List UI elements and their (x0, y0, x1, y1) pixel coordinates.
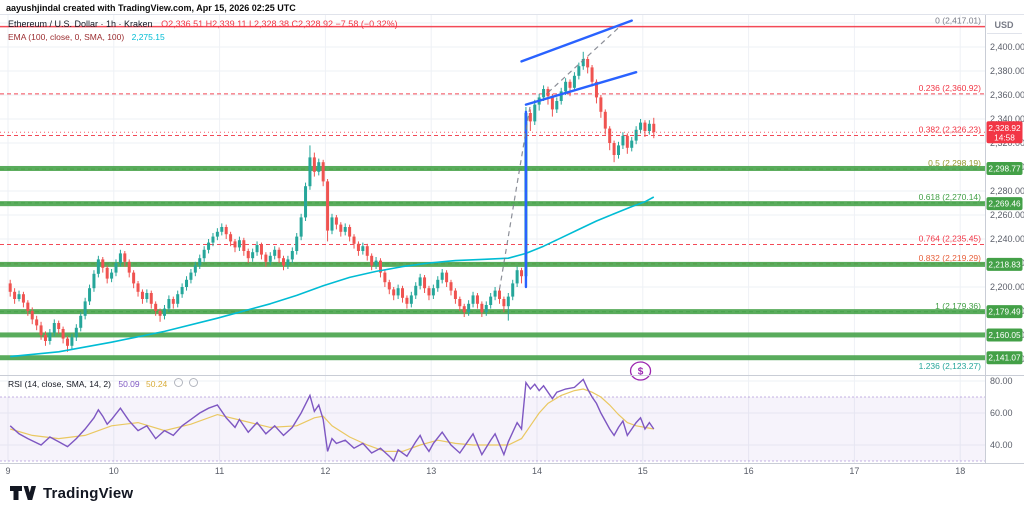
time-tick[interactable]: 11 (215, 466, 224, 476)
trend-line (520, 19, 633, 63)
svg-text:$: $ (638, 367, 644, 378)
rsi-line (9, 378, 655, 463)
fib-label: 0.764 (2,235.45) (919, 233, 982, 243)
price-tag-level (986, 197, 1023, 211)
time-tick[interactable]: 17 (849, 466, 859, 476)
ema-value: 2,275.15 (131, 32, 165, 42)
price-tick: 2,240.00 (990, 234, 1024, 244)
rsi-pane (0, 378, 985, 463)
price-tick: 2,400.00 (990, 42, 1024, 52)
rsi-ma-value: 50.24 (146, 379, 168, 389)
time-tick[interactable]: 15 (638, 466, 648, 476)
support-band (0, 201, 985, 207)
support-band (0, 309, 985, 315)
svg-text:2,179.49: 2,179.49 (988, 307, 1021, 317)
fib-label: 0.236 (2,360.92) (919, 83, 982, 93)
time-tick[interactable]: 18 (955, 466, 965, 476)
price-tag-level (986, 257, 1023, 271)
ema-legend[interactable]: EMA (100, close, 0, SMA, 100) 2,275.15 (8, 32, 165, 42)
gridlines (0, 15, 985, 463)
rsi-label[interactable]: RSI (14, close, SMA, 14, 2) (8, 379, 111, 389)
price-tag-current (986, 121, 1023, 144)
ema-line (10, 196, 655, 358)
dashed-projection-line (547, 27, 619, 94)
svg-text:2,298.77: 2,298.77 (988, 163, 1021, 173)
support-band (0, 165, 985, 171)
price-tag-level (986, 351, 1023, 365)
rsi-value: 50.09 (118, 379, 140, 389)
axis-currency[interactable]: USD (994, 20, 1014, 30)
rsi-tick: 60.00 (990, 408, 1013, 418)
rsi-settings-icon[interactable] (189, 378, 199, 387)
trend-line (524, 70, 638, 106)
rsi-tick: 40.00 (990, 440, 1013, 450)
svg-text:2,218.83: 2,218.83 (988, 259, 1021, 269)
symbol-title[interactable]: Ethereum / U.S. Dollar · 1h · Kraken (8, 19, 153, 29)
price-tick: 2,260.00 (990, 210, 1024, 220)
rsi-legend[interactable]: RSI (14, close, SMA, 14, 2) 50.09 50.24 (8, 378, 199, 389)
price-tick: 2,360.00 (990, 90, 1024, 100)
attribution-text: aayushjindal created with TradingView.co… (6, 3, 296, 13)
svg-text:2,141.07: 2,141.07 (988, 353, 1021, 363)
fib-label: 1 (2,179.36) (935, 301, 981, 311)
tradingview-logo-icon (10, 486, 36, 500)
fib-label: 0.618 (2,270.14) (919, 192, 982, 202)
ema-label[interactable]: EMA (100, close, 0, SMA, 100) (8, 32, 125, 42)
svg-text:14:58: 14:58 (994, 132, 1015, 142)
time-tick[interactable]: 13 (426, 466, 436, 476)
rsi-ma-line (10, 388, 654, 452)
fib-label: 0.832 (2,219.29) (919, 253, 982, 263)
svg-text:2,160.05: 2,160.05 (988, 330, 1021, 340)
rsi-tick: 80.00 (990, 376, 1013, 386)
fib-label: 0 (2,417.01) (935, 16, 981, 26)
time-tick[interactable]: 16 (744, 466, 754, 476)
main-pane (0, 19, 985, 361)
fib-label: 1.236 (2,123.27) (919, 361, 982, 371)
time-tick[interactable]: 12 (320, 466, 330, 476)
support-band (0, 355, 985, 361)
price-tick: 2,380.00 (990, 66, 1024, 76)
time-tick[interactable]: 10 (109, 466, 119, 476)
fib-label: 0.5 (2,298.19) (928, 158, 981, 168)
support-band (0, 332, 985, 338)
price-tick: 2,280.00 (990, 186, 1024, 196)
footer-brand[interactable]: TradingView (10, 484, 133, 502)
price-tick: 2,200.00 (990, 282, 1024, 292)
svg-text:2,269.46: 2,269.46 (988, 199, 1021, 209)
ohlc-values: O2,336.51 H2,339.11 L2,328.38 C2,328.92 … (161, 19, 398, 29)
price-tag-level (986, 161, 1023, 175)
price-tick: 2,340.00 (990, 114, 1024, 124)
svg-text:2,328.92: 2,328.92 (988, 123, 1021, 133)
support-band (0, 261, 985, 267)
time-tick[interactable]: 14 (532, 466, 542, 476)
price-tag-level (986, 328, 1023, 342)
price-tag-level (986, 305, 1023, 319)
time-tick[interactable]: 9 (5, 466, 10, 476)
brand-name: TradingView (43, 484, 134, 502)
fib-label: 0.382 (2,326.23) (919, 125, 982, 135)
symbol-legend[interactable]: Ethereum / U.S. Dollar · 1h · Kraken O2,… (8, 19, 398, 29)
dashed-projection-line (498, 104, 531, 290)
rsi-toggle-icon[interactable] (173, 378, 183, 387)
